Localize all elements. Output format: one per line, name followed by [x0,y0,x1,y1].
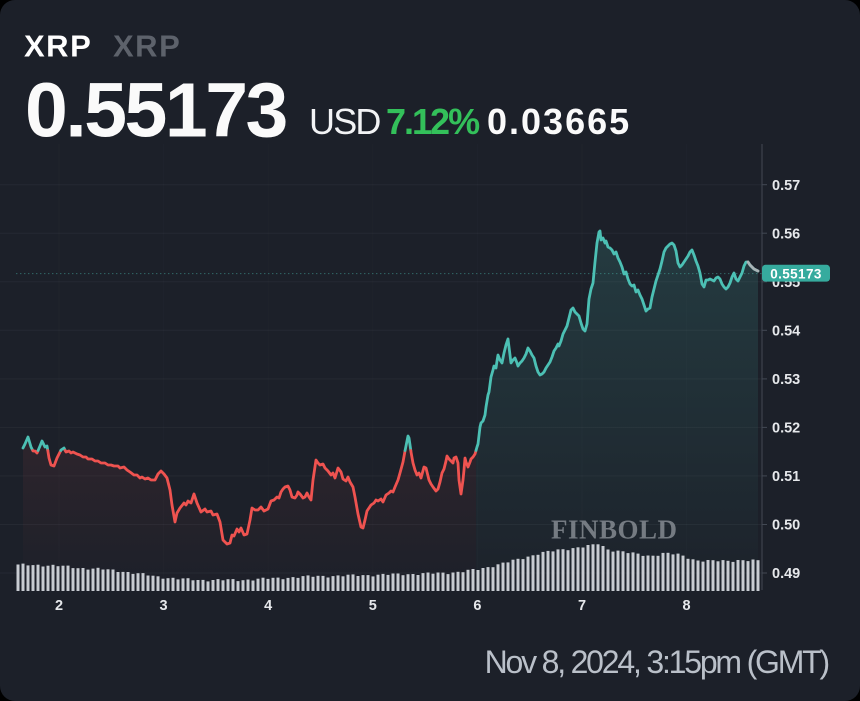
svg-text:6: 6 [473,598,481,614]
svg-text:7: 7 [578,598,586,614]
svg-text:0.53: 0.53 [772,372,800,388]
svg-text:3: 3 [160,598,168,614]
svg-text:0.55173: 0.55173 [770,266,822,281]
svg-text:Nov 8, 2024, 3:15pm (GMT): Nov 8, 2024, 3:15pm (GMT) [485,644,829,680]
svg-text:0.52: 0.52 [772,421,800,437]
svg-text:0.54: 0.54 [772,324,800,340]
svg-text:8: 8 [683,598,691,614]
svg-text:5: 5 [369,598,377,614]
svg-text:0.55173: 0.55173 [25,68,287,154]
svg-text:4: 4 [264,598,272,614]
svg-text:0.51: 0.51 [772,469,800,485]
svg-text:XRP: XRP [24,29,92,64]
svg-text:FINBOLD: FINBOLD [551,515,678,545]
svg-text:0.50: 0.50 [772,518,800,534]
svg-text:2: 2 [55,598,63,614]
svg-text:0.56: 0.56 [772,226,800,242]
svg-text:USD: USD [309,101,380,142]
svg-text:0.49: 0.49 [772,566,800,582]
svg-text:XRP: XRP [113,29,181,64]
svg-text:7.12%: 7.12% [386,101,480,142]
svg-text:0.03665: 0.03665 [487,101,631,142]
svg-text:0.57: 0.57 [772,178,800,194]
